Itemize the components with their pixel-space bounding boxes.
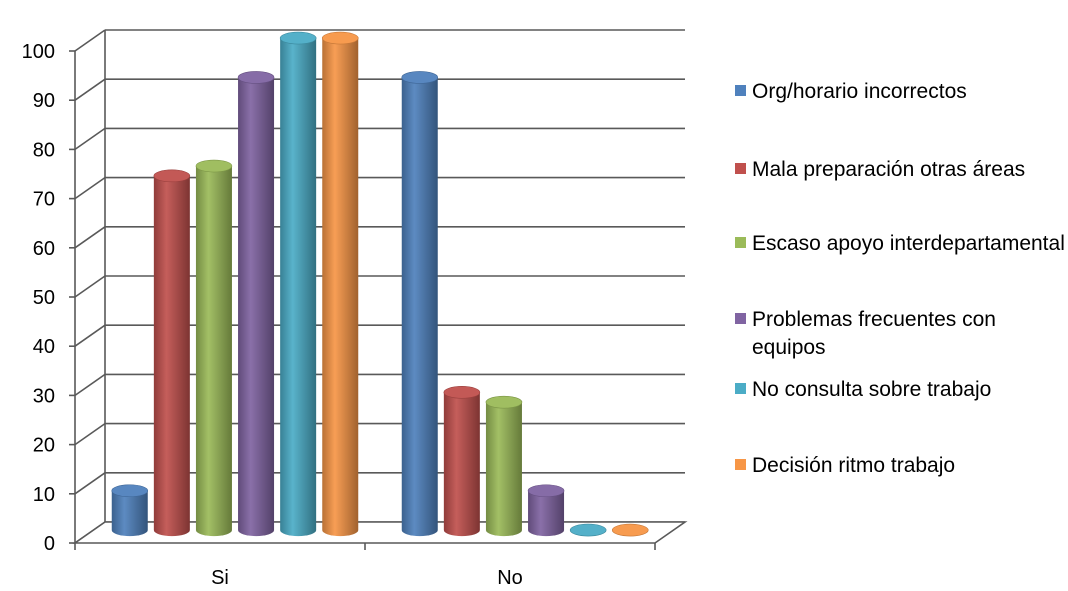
legend-item: No consulta sobre trabajo xyxy=(735,376,1065,404)
gridline-side xyxy=(74,472,106,495)
gridline-side xyxy=(74,324,106,347)
bar xyxy=(611,523,649,537)
gridline-side xyxy=(74,78,106,101)
gridline-side xyxy=(74,422,106,446)
bar xyxy=(401,71,439,537)
legend-label: Org/horario incorrectos xyxy=(752,80,967,103)
bar-body xyxy=(238,77,275,537)
bar-top xyxy=(443,386,481,399)
legend-swatch xyxy=(735,237,746,248)
gridline-side xyxy=(74,29,106,52)
y-tick-label: 80 xyxy=(33,139,55,161)
bar-body xyxy=(443,392,480,537)
bar xyxy=(569,523,607,537)
bars xyxy=(111,31,649,537)
y-tick-label: 50 xyxy=(33,287,55,309)
legend-item: Org/horario incorrectos xyxy=(735,78,1065,106)
y-tick-label: 0 xyxy=(44,533,55,555)
legend-label: No consulta sobre trabajo xyxy=(752,378,992,401)
category-label: No xyxy=(497,567,523,589)
legend-item: Escaso apoyo interdepartamental xyxy=(735,230,1065,258)
bar-top xyxy=(279,31,317,45)
bar-top xyxy=(611,523,649,537)
category-labels: Si No xyxy=(211,567,523,589)
bar xyxy=(111,484,149,537)
bar-body xyxy=(485,402,522,537)
gridline-side xyxy=(74,176,106,200)
bar xyxy=(527,484,565,537)
bar xyxy=(153,169,191,537)
bar xyxy=(443,386,481,537)
bar-top xyxy=(401,71,439,84)
bar-body xyxy=(401,77,438,537)
legend-swatch xyxy=(735,85,746,96)
y-tick-label: 10 xyxy=(33,484,55,506)
legend-swatch xyxy=(735,163,746,174)
bar-body xyxy=(280,38,317,537)
bar-top xyxy=(321,31,359,45)
legend-swatch xyxy=(735,459,746,470)
legend-item: Mala preparación otras áreas xyxy=(735,156,1065,184)
gridline-side xyxy=(74,226,106,249)
legend-item: Problemas frecuentes con equipos xyxy=(735,306,1065,362)
bar-top xyxy=(569,523,607,537)
legend-item: Decisión ritmo trabajo xyxy=(735,452,1065,480)
bar-body xyxy=(195,166,232,537)
legend-label: Decisión ritmo trabajo xyxy=(752,454,956,477)
legend-label: Mala preparación otras áreas xyxy=(752,158,1026,181)
y-tick-label: 90 xyxy=(33,90,55,112)
bar-body xyxy=(153,175,190,537)
y-tick-label: 70 xyxy=(33,189,55,211)
legend-swatch xyxy=(735,313,746,324)
bar xyxy=(279,31,317,537)
bar xyxy=(321,31,359,537)
bar-top xyxy=(237,71,275,84)
y-tick-label: 100 xyxy=(22,41,55,63)
legend-label: Problemas frecuentes con equipos xyxy=(752,308,996,359)
y-tick-labels: 0 10 20 30 40 50 60 70 80 90 100 xyxy=(22,41,55,555)
y-tick-label: 60 xyxy=(33,238,55,260)
bar xyxy=(485,395,523,537)
y-tick-label: 20 xyxy=(33,435,55,457)
bar-body xyxy=(111,490,148,537)
bar-top xyxy=(111,484,149,498)
bar-body xyxy=(322,38,359,537)
y-tick-label: 30 xyxy=(33,385,55,407)
y-tick-label: 40 xyxy=(33,336,55,358)
bar-top xyxy=(485,395,523,409)
bar xyxy=(195,159,233,537)
gridline-side xyxy=(74,127,106,151)
bar-top xyxy=(195,159,233,173)
bar-body xyxy=(528,490,565,537)
bar-top xyxy=(527,484,565,498)
legend-swatch xyxy=(735,383,746,394)
gridline-side xyxy=(74,275,106,298)
bar xyxy=(237,71,275,537)
legend-label: Escaso apoyo interdepartamental xyxy=(752,232,1065,255)
category-label: Si xyxy=(211,567,229,589)
bar-top xyxy=(153,169,191,183)
gridline-side xyxy=(74,373,106,397)
